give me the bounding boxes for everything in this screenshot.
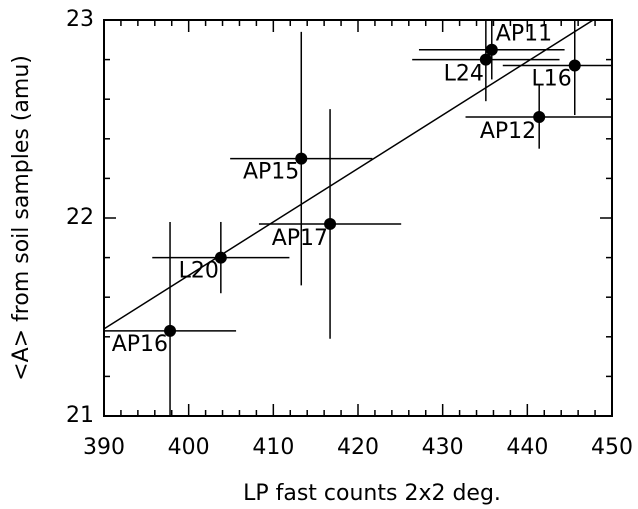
y-axis-label: <A> from soil samples (amu) [9, 55, 34, 381]
point-label: L24 [444, 62, 484, 87]
y-tick-label: 22 [66, 205, 94, 230]
point-label: L16 [531, 67, 571, 92]
point [479, 53, 492, 66]
point [568, 59, 581, 72]
x-tick-label: 440 [506, 435, 548, 460]
point-label: AP16 [112, 332, 168, 357]
x-tick-label: 450 [591, 435, 633, 460]
x-tick-label: 430 [422, 435, 464, 460]
x-tick-label: 410 [252, 435, 294, 460]
x-tick-label: 400 [168, 435, 210, 460]
x-axis-label: LP fast counts 2x2 deg. [243, 481, 501, 506]
point [164, 324, 177, 337]
point [485, 43, 498, 56]
point-label: AP15 [243, 160, 299, 185]
point [324, 217, 337, 230]
fit-line [104, 20, 595, 330]
y-tick-label: 21 [66, 403, 94, 428]
x-tick-label: 420 [337, 435, 379, 460]
point-label: AP17 [272, 226, 328, 251]
point-label: L20 [179, 259, 219, 284]
point [533, 111, 546, 124]
point-label: AP12 [480, 119, 536, 144]
point-label: AP11 [496, 22, 552, 47]
point [295, 152, 308, 165]
point [214, 251, 227, 264]
x-tick-label: 390 [83, 435, 125, 460]
y-tick-label: 23 [66, 7, 94, 32]
